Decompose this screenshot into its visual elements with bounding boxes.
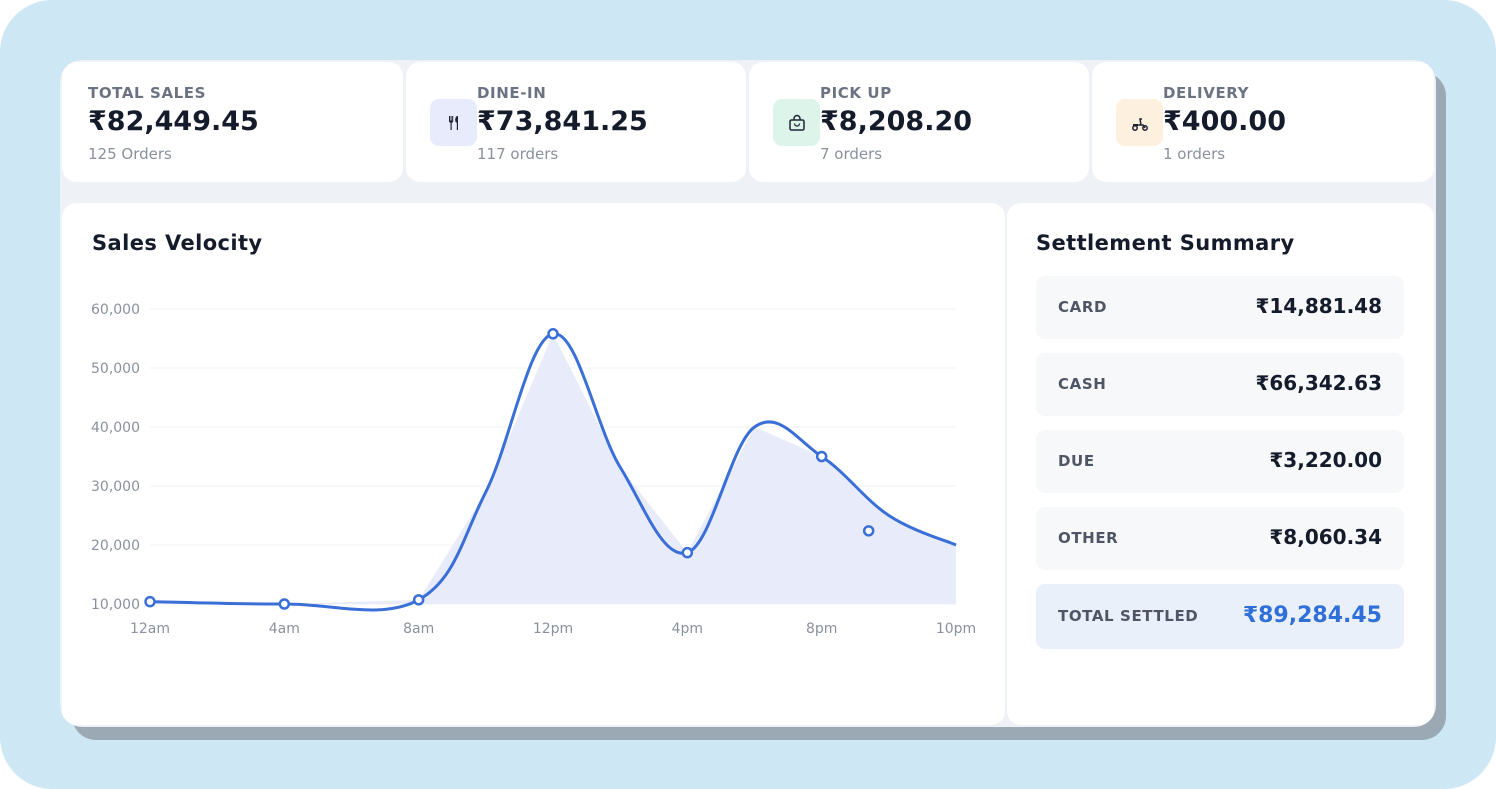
y-tick-label: 20,000 xyxy=(91,538,140,554)
x-tick-label: 8am xyxy=(403,621,434,637)
sales-velocity-chart: 10,000 20,000 30,000 40,000 50,000 60,000 12am… xyxy=(91,302,976,637)
stat-orders: 1 orders xyxy=(1163,145,1226,163)
stat-orders: 125 Orders xyxy=(88,145,172,163)
data-point xyxy=(815,450,828,463)
data-point xyxy=(412,594,425,606)
stat-orders: 7 orders xyxy=(820,145,883,163)
settlement-row-cash: CASH ₹66,342.63 xyxy=(1036,353,1404,416)
stat-label: PICK UP xyxy=(820,84,892,102)
settlement-row-card: CARD ₹14,881.48 xyxy=(1036,276,1404,339)
settlement-total-value: ₹89,284.45 xyxy=(1242,603,1382,628)
y-tick-label: 50,000 xyxy=(91,361,140,377)
settlement-value: ₹14,881.48 xyxy=(1255,294,1382,318)
sales-velocity-card: Sales Velocity 10,000 20,000 30,000 40,000 5… xyxy=(62,203,1005,725)
stat-label: DELIVERY xyxy=(1163,84,1250,102)
x-tick-label: 12am xyxy=(130,621,170,637)
y-tick-label: 60,000 xyxy=(91,302,140,318)
settlement-label: CASH xyxy=(1058,375,1107,393)
settlement-summary-card: Settlement Summary CARD ₹14,881.48 CASH … xyxy=(1007,203,1434,725)
chart-title: Sales Velocity xyxy=(92,231,263,255)
stat-value: ₹8,208.20 xyxy=(820,106,973,137)
settlement-value: ₹8,060.34 xyxy=(1269,525,1382,549)
settlement-value: ₹3,220.00 xyxy=(1269,448,1382,472)
stat-value: ₹82,449.45 xyxy=(88,106,259,137)
settlement-label: DUE xyxy=(1058,452,1095,470)
y-tick-label: 30,000 xyxy=(91,479,140,495)
stat-card-total-sales: TOTAL SALES ₹82,449.45 125 Orders xyxy=(62,62,403,182)
data-point xyxy=(547,328,559,340)
stat-label: DINE-IN xyxy=(477,84,547,102)
x-tick-label: 4pm xyxy=(672,621,703,637)
y-tick-label: 10,000 xyxy=(91,597,140,613)
stat-label: TOTAL SALES xyxy=(88,84,207,102)
data-point xyxy=(144,595,156,608)
settlement-row-other: OTHER ₹8,060.34 xyxy=(1036,507,1404,570)
dashboard-panel: TOTAL SALES ₹82,449.45 125 Orders DINE-I… xyxy=(60,60,1436,727)
x-tick-label: 8pm xyxy=(806,621,837,637)
x-tick-label: 12pm xyxy=(533,621,573,637)
settlement-label: OTHER xyxy=(1058,529,1119,547)
x-tick-label: 4am xyxy=(269,621,300,637)
data-point xyxy=(681,546,694,559)
settlement-label: CARD xyxy=(1058,298,1108,316)
stat-card-pick-up: PICK UP ₹8,208.20 7 orders xyxy=(749,62,1089,182)
stat-card-delivery: DELIVERY ₹400.00 1 orders xyxy=(1092,62,1434,182)
stat-value: ₹400.00 xyxy=(1163,106,1286,137)
stat-value: ₹73,841.25 xyxy=(477,106,648,137)
stat-orders: 117 orders xyxy=(477,145,559,163)
shopping-bag-icon xyxy=(773,99,820,146)
data-point xyxy=(278,598,291,610)
stat-card-dine-in: DINE-IN ₹73,841.25 117 orders xyxy=(406,62,746,182)
settlement-value: ₹66,342.63 xyxy=(1255,371,1382,395)
settlement-row-total: TOTAL SETTLED ₹89,284.45 xyxy=(1036,584,1404,649)
cutlery-icon xyxy=(430,99,477,146)
scooter-icon xyxy=(1116,99,1163,146)
settlement-total-label: TOTAL SETTLED xyxy=(1058,607,1199,625)
settlement-row-due: DUE ₹3,220.00 xyxy=(1036,430,1404,493)
settlement-title: Settlement Summary xyxy=(1036,231,1295,255)
series-area xyxy=(150,333,956,604)
y-tick-label: 40,000 xyxy=(91,420,140,436)
data-point xyxy=(862,525,875,537)
x-tick-label: 10pm xyxy=(936,621,976,637)
